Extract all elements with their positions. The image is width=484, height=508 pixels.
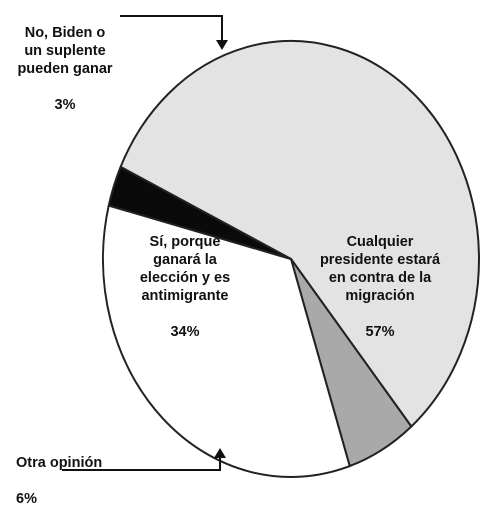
slice-label-text: Otra opinión	[16, 455, 103, 471]
slice-label-cualquier-presidente: Cualquier presidente estará en contra de…	[300, 215, 460, 341]
slice-value-label: 57%	[365, 324, 395, 340]
slice-label-text: No, Biden o un suplente pueden ganar	[17, 25, 113, 77]
slice-label-text: Cualquier presidente estará en contra de…	[319, 234, 441, 304]
slice-no-biden	[107, 165, 292, 260]
slice-label-no-biden: No, Biden o un suplente pueden ganar 3%	[2, 6, 128, 114]
slice-value-label: 6%	[16, 491, 37, 507]
slice-cualquier-presidente	[119, 40, 480, 428]
pie-chart	[62, 15, 480, 478]
leader-line-otra-opinion	[62, 458, 221, 471]
slice-value-label: 3%	[54, 97, 76, 113]
arrow-head-no-biden	[216, 40, 228, 50]
arrow-head-otra-opinion	[214, 448, 226, 458]
slice-label-otra-opinion: Otra opinión 6%	[16, 436, 136, 508]
slice-label-si-porque: Sí, porque ganará la elección y es antim…	[115, 215, 255, 341]
slice-label-text: Sí, porque ganará la elección y es antim…	[139, 234, 231, 304]
slice-si-porque	[102, 204, 351, 478]
slice-value-label: 34%	[170, 324, 200, 340]
leader-line-no-biden	[120, 15, 223, 40]
